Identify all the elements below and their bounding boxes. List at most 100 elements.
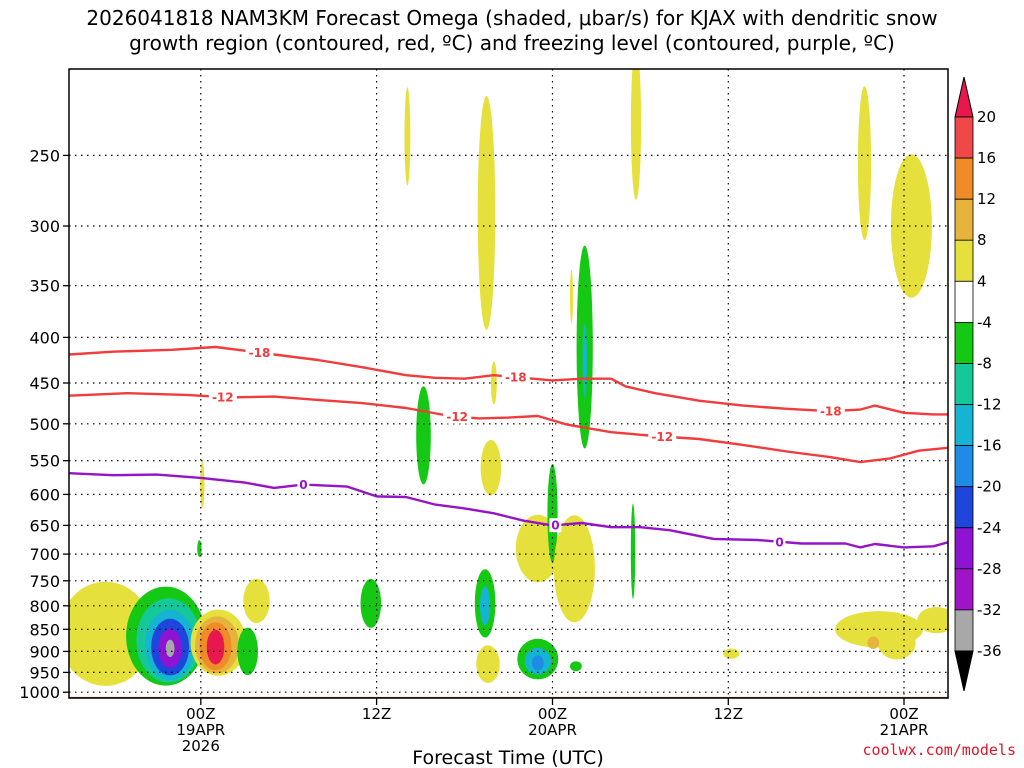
omega-region-6 bbox=[165, 639, 175, 658]
y-tick-label-700: 700 bbox=[29, 545, 60, 564]
x-axis-title: Forecast Time (UTC) bbox=[412, 747, 603, 768]
contour-label-2-1: 0 bbox=[551, 519, 559, 533]
colorbar-segment-0 bbox=[954, 116, 974, 159]
y-tick-label-400: 400 bbox=[29, 328, 60, 347]
colorbar-top-arrow bbox=[954, 76, 974, 118]
omega-region-29 bbox=[553, 515, 595, 623]
omega-region-16 bbox=[477, 95, 496, 330]
colorbar-label-8: -16 bbox=[977, 437, 1002, 455]
grid-lines bbox=[69, 69, 948, 698]
omega-region-38 bbox=[890, 154, 932, 298]
contour-label-bg-2-2 bbox=[773, 534, 786, 549]
colorbar-segment-2 bbox=[954, 198, 974, 241]
contour-label-bg-0-2 bbox=[816, 404, 845, 419]
omega-region-23 bbox=[480, 586, 491, 626]
omega-region-21 bbox=[476, 645, 500, 683]
y-tick-label-850: 850 bbox=[29, 620, 60, 639]
colorbar-segment-11 bbox=[954, 568, 974, 611]
colorbar-label-0: 20 bbox=[977, 108, 996, 126]
contour-label-0-0: -18 bbox=[249, 346, 271, 360]
omega-region-27 bbox=[531, 655, 544, 671]
colorbar-segment-3 bbox=[954, 239, 974, 282]
omega-region-18 bbox=[360, 579, 382, 628]
colorbar-label-1: 16 bbox=[977, 149, 996, 167]
omega-region-36 bbox=[723, 648, 740, 659]
colorbar-segment-6 bbox=[954, 363, 974, 405]
contour-label-1-1: -12 bbox=[446, 410, 468, 424]
colorbar-label-9: -20 bbox=[977, 478, 1002, 496]
contour-label-bg-1-0 bbox=[208, 390, 237, 404]
contour-label-0-2: -18 bbox=[820, 405, 842, 419]
contour-label-bg-0-0 bbox=[245, 345, 274, 360]
colorbar-label-12: -32 bbox=[977, 601, 1002, 619]
colorbar-bottom-arrow bbox=[954, 650, 974, 692]
omega-region-34 bbox=[582, 324, 587, 398]
omega-region-14 bbox=[197, 540, 202, 557]
colorbar-label-11: -28 bbox=[977, 560, 1002, 578]
x-tick-label-2-0: 00Z bbox=[538, 705, 567, 723]
colorbar-label-10: -24 bbox=[977, 519, 1002, 537]
omega-shading bbox=[69, 69, 948, 686]
colorbar-label-13: -36 bbox=[977, 642, 1002, 660]
colorbar-segment-12 bbox=[954, 609, 974, 652]
omega-region-30 bbox=[570, 661, 582, 672]
contour-label-bg-1-1 bbox=[443, 409, 472, 424]
contour-label-bg-2-0 bbox=[297, 477, 310, 492]
omega-region-12 bbox=[243, 578, 270, 624]
contour-label-2-2: 0 bbox=[775, 535, 783, 549]
omega-region-40 bbox=[877, 626, 916, 660]
omega-region-42 bbox=[917, 607, 948, 634]
y-tick-label-500: 500 bbox=[29, 415, 60, 434]
omega-region-32 bbox=[570, 269, 573, 324]
y-tick-label-350: 350 bbox=[29, 277, 60, 296]
y-tick-label-950: 950 bbox=[29, 663, 60, 682]
x-tick-label-0-2: 2026 bbox=[182, 737, 220, 755]
omega-region-31 bbox=[630, 503, 636, 599]
omega-region-17 bbox=[416, 386, 431, 485]
colorbar-segment-1 bbox=[954, 157, 974, 200]
omega-region-41 bbox=[867, 636, 880, 649]
colorbar-segment-7 bbox=[954, 404, 974, 446]
omega-region-35 bbox=[630, 69, 642, 200]
chart-title-line-1: 2026041818 NAM3KM Forecast Omega (shaded… bbox=[86, 6, 937, 30]
y-axis: 250 300 350 400 450 500 550 600 650 700 750 800 850 9… bbox=[19, 146, 69, 702]
colorbar-segment-10 bbox=[954, 527, 974, 570]
contour-label-bg-2-1 bbox=[549, 518, 562, 533]
y-tick-label-250: 250 bbox=[29, 146, 60, 165]
y-tick-label-900: 900 bbox=[29, 642, 60, 661]
x-tick-label-4-0: 00Z bbox=[889, 705, 918, 723]
y-tick-label-450: 450 bbox=[29, 374, 60, 393]
x-tick-label-2-1: 20APR bbox=[528, 721, 577, 739]
x-tick-label-1-0: 12Z bbox=[362, 705, 391, 723]
y-tick-label-600: 600 bbox=[29, 485, 60, 504]
omega-region-20 bbox=[491, 361, 497, 405]
omega-region-19 bbox=[480, 440, 502, 496]
colorbar-segment-5 bbox=[954, 321, 974, 364]
omega-region-37 bbox=[857, 86, 872, 240]
x-tick-label-0-1: 19APR bbox=[176, 721, 225, 739]
contour-label-bg-1-2 bbox=[648, 429, 677, 444]
colorbar-segment-9 bbox=[954, 486, 974, 529]
x-tick-label-0-0: 00Z bbox=[186, 705, 215, 723]
x-tick-label-4-1: 21APR bbox=[880, 721, 929, 739]
contour-label-0-1: -18 bbox=[505, 371, 527, 385]
omega-region-10 bbox=[206, 629, 225, 665]
colorbar-label-7: -12 bbox=[977, 396, 1002, 414]
y-tick-label-1000: 1000 bbox=[19, 683, 60, 702]
colorbar-label-4: 4 bbox=[977, 272, 987, 290]
y-tick-label-550: 550 bbox=[29, 452, 60, 471]
colorbar-label-6: -8 bbox=[977, 355, 992, 373]
x-tick-label-3-0: 12Z bbox=[714, 705, 743, 723]
contour-2 bbox=[69, 472, 948, 549]
y-tick-label-300: 300 bbox=[29, 217, 60, 236]
colorbar-segment-4 bbox=[954, 280, 974, 323]
omega-region-13 bbox=[200, 461, 205, 508]
contour-label-1-0: -12 bbox=[212, 391, 234, 405]
contour-label-1-2: -12 bbox=[651, 430, 673, 444]
colorbar-label-5: -4 bbox=[977, 313, 992, 331]
chart-title-line-2: growth region (contoured, red, ºC) and f… bbox=[129, 31, 895, 55]
contour-1 bbox=[69, 392, 948, 464]
colorbar-segment-8 bbox=[954, 445, 974, 488]
contour-label-bg-0-1 bbox=[501, 370, 530, 385]
